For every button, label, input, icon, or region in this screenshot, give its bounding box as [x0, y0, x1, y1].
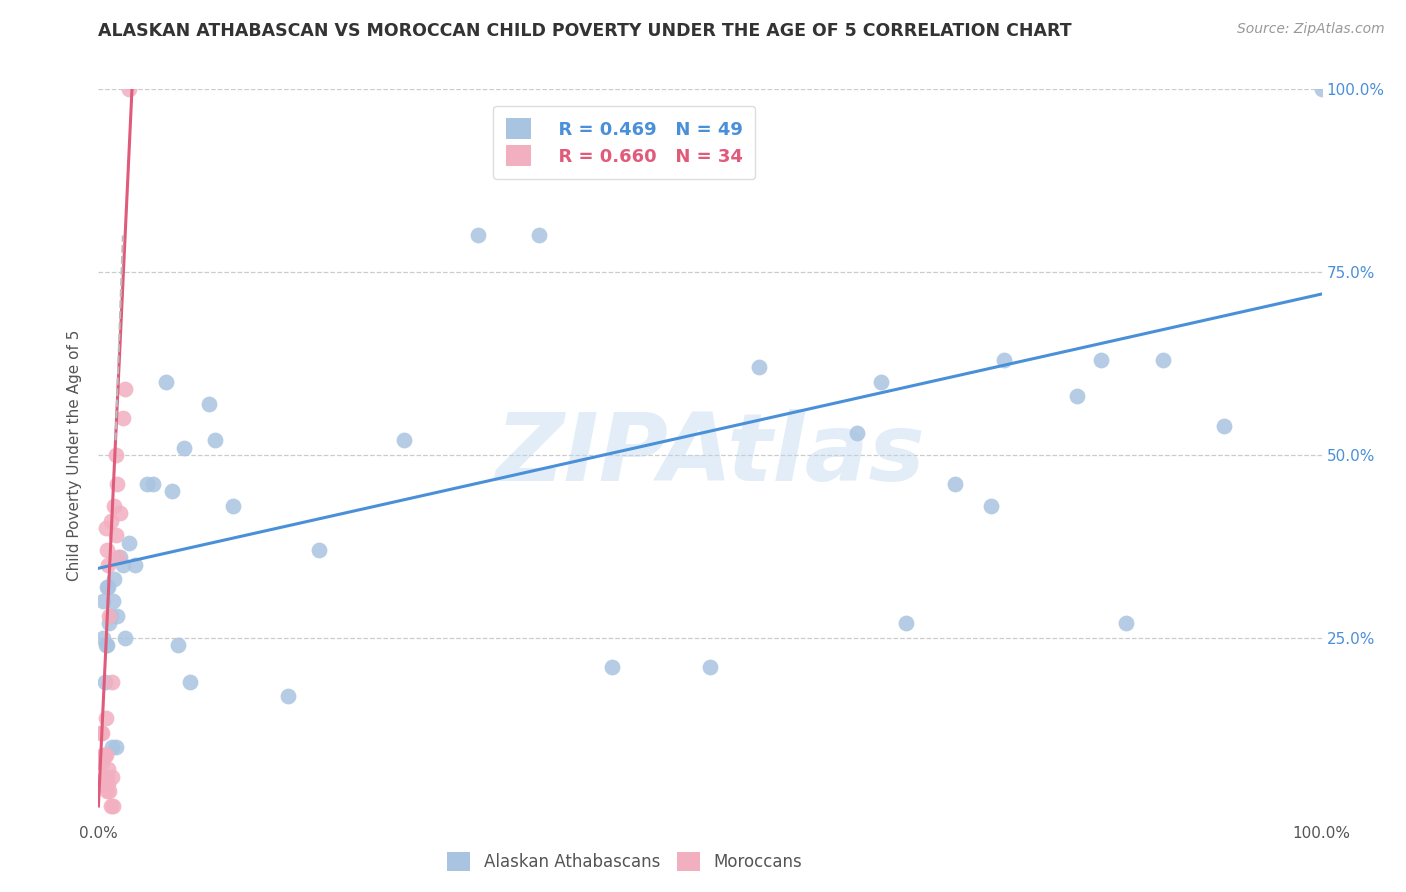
Point — [101, 594, 124, 608]
Point — [114, 631, 136, 645]
Point — [173, 441, 195, 455]
Point — [107, 550, 129, 565]
Point — [96, 580, 118, 594]
Text: ALASKAN ATHABASCAN VS MOROCCAN CHILD POVERTY UNDER THE AGE OF 5 CORRELATION CHAR: ALASKAN ATHABASCAN VS MOROCCAN CHILD POV… — [98, 22, 1071, 40]
Point — [97, 558, 120, 572]
Point — [392, 434, 416, 448]
Point — [101, 770, 124, 784]
Point — [103, 572, 125, 586]
Point — [98, 608, 121, 623]
Point — [91, 755, 114, 769]
Point — [94, 638, 117, 652]
Point — [1090, 352, 1112, 367]
Point — [101, 674, 124, 689]
Point — [894, 616, 917, 631]
Point — [104, 528, 127, 542]
Point — [1152, 352, 1174, 367]
Point — [222, 499, 245, 513]
Point — [943, 477, 966, 491]
Point — [1310, 82, 1333, 96]
Point — [96, 638, 118, 652]
Point — [179, 674, 201, 689]
Point — [101, 799, 124, 814]
Point — [98, 784, 121, 798]
Point — [93, 674, 115, 689]
Point — [91, 594, 114, 608]
Point — [1115, 616, 1137, 631]
Point — [93, 770, 115, 784]
Point — [100, 514, 122, 528]
Y-axis label: Child Poverty Under the Age of 5: Child Poverty Under the Age of 5 — [67, 329, 83, 581]
Point — [90, 726, 112, 740]
Point — [142, 477, 165, 491]
Point — [136, 477, 159, 491]
Point — [111, 558, 134, 572]
Text: Source: ZipAtlas.com: Source: ZipAtlas.com — [1237, 22, 1385, 37]
Point — [527, 228, 550, 243]
Point — [105, 608, 128, 623]
Point — [467, 228, 489, 243]
Point — [101, 740, 124, 755]
Point — [97, 777, 120, 791]
Point — [105, 477, 128, 491]
Point — [100, 799, 122, 814]
Point — [993, 352, 1015, 367]
Point — [110, 507, 132, 521]
Point — [1066, 389, 1088, 403]
Point — [277, 690, 299, 704]
Point — [94, 747, 117, 762]
Point — [155, 375, 177, 389]
Point — [104, 740, 127, 755]
Point — [90, 755, 112, 769]
Point — [94, 521, 117, 535]
Point — [114, 382, 136, 396]
Point — [94, 711, 117, 725]
Point — [91, 726, 114, 740]
Point — [204, 434, 226, 448]
Point — [94, 770, 117, 784]
Point — [98, 616, 121, 631]
Point — [124, 558, 146, 572]
Point — [1212, 418, 1234, 433]
Point — [308, 543, 330, 558]
Point — [748, 360, 770, 375]
Point — [91, 777, 114, 791]
Point — [160, 484, 183, 499]
Point — [699, 660, 721, 674]
Point — [600, 660, 623, 674]
Point — [97, 580, 120, 594]
Point — [96, 770, 118, 784]
Legend: Alaskan Athabascans, Moroccans: Alaskan Athabascans, Moroccans — [440, 846, 808, 878]
Point — [91, 747, 114, 762]
Point — [100, 608, 122, 623]
Point — [103, 499, 125, 513]
Point — [93, 747, 115, 762]
Point — [110, 550, 132, 565]
Text: ZIPAtlas: ZIPAtlas — [495, 409, 925, 501]
Point — [118, 82, 141, 96]
Point — [167, 638, 190, 652]
Point — [91, 631, 114, 645]
Point — [870, 375, 893, 389]
Point — [980, 499, 1002, 513]
Point — [197, 397, 219, 411]
Point — [845, 425, 868, 440]
Point — [96, 784, 118, 798]
Point — [111, 411, 134, 425]
Point — [97, 763, 120, 777]
Point — [104, 448, 127, 462]
Point — [96, 543, 118, 558]
Point — [118, 535, 141, 549]
